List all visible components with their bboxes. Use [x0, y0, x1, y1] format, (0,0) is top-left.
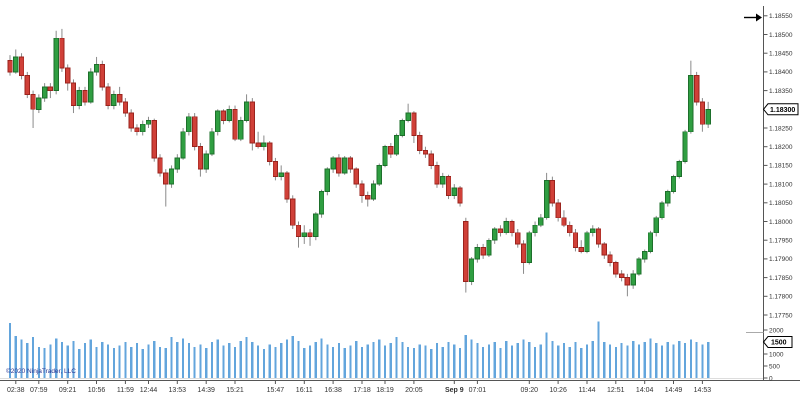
- svg-text:1.18350: 1.18350: [769, 88, 793, 95]
- svg-text:18:19: 18:19: [376, 387, 394, 394]
- svg-text:1.18200: 1.18200: [769, 144, 793, 151]
- svg-text:12:44: 12:44: [140, 387, 158, 394]
- time-axis[interactable]: 02:38 07:59 09:21 10:56 11:59 12:44 13:53 14:39…: [0, 380, 800, 395]
- svg-text:Sep 9: Sep 9: [445, 387, 464, 394]
- svg-text:14:04: 14:04: [636, 387, 654, 394]
- svg-text:09:20: 09:20: [521, 387, 539, 394]
- copyright-label: ©2020 NinjaTrader, LLC: [6, 368, 76, 375]
- svg-text:02:38: 02:38: [7, 387, 25, 394]
- svg-text:1.18500: 1.18500: [769, 32, 793, 39]
- svg-text:1.18250: 1.18250: [769, 125, 793, 132]
- svg-text:2000: 2000: [769, 327, 784, 334]
- svg-text:1.18150: 1.18150: [769, 163, 793, 170]
- svg-text:1.18550: 1.18550: [769, 13, 793, 20]
- svg-text:14:49: 14:49: [665, 387, 683, 394]
- price-axis[interactable]: 1.18550 1.18500 1.18450 1.18400 1.18350 1.183…: [763, 6, 793, 380]
- svg-text:1.18050: 1.18050: [769, 200, 793, 207]
- svg-text:16:38: 16:38: [324, 387, 342, 394]
- svg-text:16:11: 16:11: [296, 387, 313, 394]
- svg-text:1.17950: 1.17950: [769, 238, 793, 245]
- svg-text:1.17800: 1.17800: [769, 294, 793, 301]
- svg-text:1.17900: 1.17900: [769, 256, 793, 263]
- svg-text:07:59: 07:59: [30, 387, 48, 394]
- svg-text:1.18100: 1.18100: [769, 181, 793, 188]
- svg-text:13:53: 13:53: [169, 387, 187, 394]
- price-marker: 1.18300: [762, 103, 799, 116]
- svg-text:14:39: 14:39: [197, 387, 215, 394]
- svg-text:09:21: 09:21: [59, 387, 77, 394]
- svg-text:1.17850: 1.17850: [769, 275, 793, 282]
- scroll-to-end-arrow-icon[interactable]: [744, 13, 762, 22]
- svg-text:1.18450: 1.18450: [769, 51, 793, 58]
- svg-text:07:01: 07:01: [469, 387, 487, 394]
- svg-text:1.17750: 1.17750: [769, 312, 793, 319]
- svg-text:1000: 1000: [769, 351, 784, 358]
- svg-text:0: 0: [769, 375, 773, 382]
- svg-text:500: 500: [769, 363, 780, 370]
- svg-text:17:18: 17:18: [353, 387, 371, 394]
- price-pane[interactable]: [7, 28, 711, 297]
- svg-text:14:53: 14:53: [694, 387, 712, 394]
- svg-text:15:47: 15:47: [267, 387, 285, 394]
- svg-text:1.18400: 1.18400: [769, 69, 793, 76]
- svg-text:1.18000: 1.18000: [769, 219, 793, 226]
- svg-text:12:51: 12:51: [607, 387, 625, 394]
- svg-text:11:59: 11:59: [117, 387, 134, 394]
- svg-text:20:05: 20:05: [405, 387, 423, 394]
- volume-marker: 1500: [762, 336, 793, 348]
- volume-pane[interactable]: [8, 321, 710, 378]
- svg-text:1500: 1500: [771, 340, 787, 347]
- svg-text:11:44: 11:44: [579, 387, 596, 394]
- svg-text:10:26: 10:26: [549, 387, 567, 394]
- svg-text:15:21: 15:21: [226, 387, 244, 394]
- svg-text:1.18300: 1.18300: [770, 107, 795, 114]
- volume-axis[interactable]: 2000 1500 1000 500 0: [763, 327, 784, 382]
- svg-text:10:56: 10:56: [88, 387, 106, 394]
